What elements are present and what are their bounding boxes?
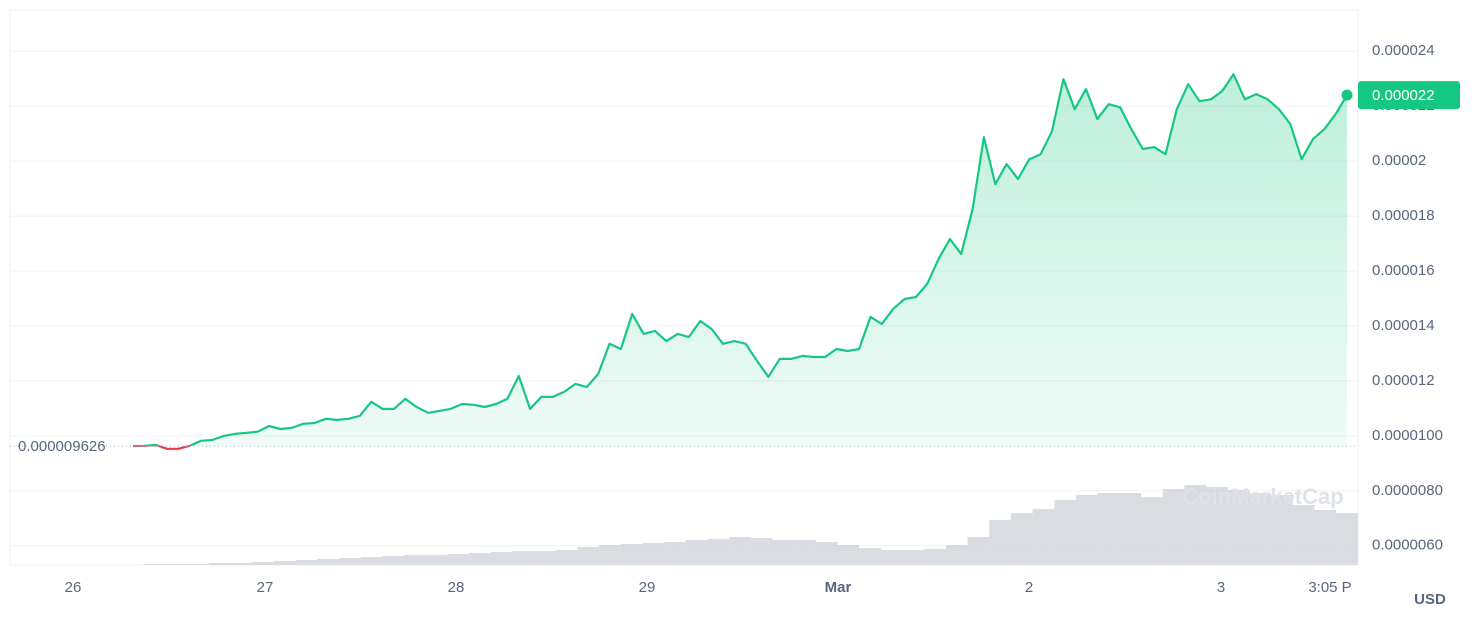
volume-bar <box>577 547 600 565</box>
x-tick-label: 3:05 P <box>1308 579 1351 596</box>
volume-bar <box>1141 497 1163 565</box>
volume-bar <box>1162 489 1185 565</box>
volume-bar <box>924 549 946 565</box>
x-tick-label: Mar <box>825 579 852 596</box>
volume-bar <box>338 558 361 565</box>
y-tick-label: 0.000024 <box>1372 42 1435 59</box>
volume-bar <box>1184 485 1207 565</box>
volume-bar <box>360 557 383 565</box>
volume-bar <box>1054 500 1077 565</box>
volume-bar <box>143 564 166 565</box>
x-tick-label: 2 <box>1025 579 1033 596</box>
volume-bar <box>707 539 730 565</box>
y-tick-label: 0.000012 <box>1372 372 1435 389</box>
volume-bar <box>187 564 209 565</box>
volume-bar <box>1227 490 1250 565</box>
y-tick-label: 0.00002 <box>1372 152 1426 169</box>
y-tick-label: 0.0000100 <box>1372 427 1443 444</box>
volume-bar <box>902 550 925 565</box>
volume-bar <box>1119 493 1142 565</box>
reference-label: 0.000009626 <box>18 438 106 455</box>
y-tick-label: 0.0000080 <box>1372 482 1443 499</box>
y-tick-label: 0.000016 <box>1372 262 1435 279</box>
x-tick-label: 26 <box>65 579 82 596</box>
volume-bar <box>555 550 578 565</box>
price-area <box>133 74 1347 447</box>
volume-bar <box>252 562 274 565</box>
watermark: CoinMarketCap <box>1182 484 1343 509</box>
y-tick-label: 0.000018 <box>1372 207 1435 224</box>
x-tick-label: 27 <box>257 579 274 596</box>
volume-bar <box>230 563 253 565</box>
volume-bar <box>837 545 860 565</box>
x-tick-label: 3 <box>1217 579 1225 596</box>
x-tick-label: 29 <box>639 579 656 596</box>
volume-bar <box>295 560 318 565</box>
volume-bar <box>794 540 816 565</box>
volume-bar <box>880 550 903 565</box>
volume-bar <box>490 552 513 565</box>
volume-bar <box>1206 487 1228 565</box>
price-tag-label: 0.000022 <box>1372 87 1435 104</box>
volume-bar <box>469 553 491 565</box>
volume-bar <box>1076 495 1098 565</box>
volume-bar <box>989 520 1011 565</box>
volume-bar <box>1292 505 1315 565</box>
volume-bar <box>317 559 339 565</box>
volume-bar <box>447 554 470 565</box>
volume-bar <box>403 555 426 565</box>
volume-bar <box>208 563 231 565</box>
volume-bar <box>273 561 296 565</box>
price-tag <box>1358 81 1460 110</box>
volume-bar <box>664 542 686 565</box>
volume-bar <box>729 537 751 565</box>
volume-bar <box>642 543 665 565</box>
volume-bar <box>859 548 881 565</box>
price-line <box>132 73 1348 447</box>
volume-bar <box>1032 509 1055 565</box>
volume-bar <box>967 537 990 565</box>
volume-bar <box>945 545 968 565</box>
x-tick-label: 28 <box>448 579 465 596</box>
volume-bar <box>772 540 795 565</box>
last-point <box>1341 89 1353 101</box>
volume-bar <box>815 542 838 565</box>
volume-bar <box>1097 493 1120 565</box>
volume-bar <box>599 545 621 565</box>
volume-bar <box>1314 510 1337 565</box>
volume-bar <box>620 544 643 565</box>
y-tick-label: 0.0000060 <box>1372 537 1443 554</box>
volume-bar <box>534 551 556 565</box>
volume-bar <box>750 538 773 565</box>
y-tick-label: 0.000014 <box>1372 317 1435 334</box>
volume-bar <box>382 556 404 565</box>
volume-bar <box>1336 513 1358 565</box>
volume-bar <box>425 555 448 565</box>
volume-bar <box>1249 493 1272 565</box>
unit-label: USD <box>1414 591 1446 608</box>
volume-bar <box>512 551 535 565</box>
volume-bar <box>1271 495 1293 565</box>
volume-bar <box>1010 513 1033 565</box>
volume-bar <box>165 564 188 565</box>
volume-bar <box>685 540 708 565</box>
